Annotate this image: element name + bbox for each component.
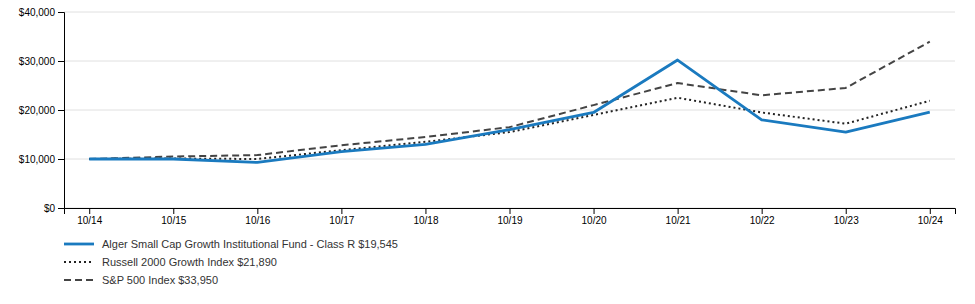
x-tick: 10/23 [834,208,859,226]
x-tick-label: 10/21 [666,215,691,226]
x-tick-label: 10/24 [918,215,943,226]
legend-swatch [64,261,94,263]
y-tick-label: $30,000 [19,56,56,67]
x-tick: 10/17 [329,208,354,226]
x-tick-label: 10/17 [329,215,354,226]
grid-line [64,12,955,13]
x-tick-mark [257,208,258,214]
y-axis: $0 $10,000 $20,000 $30,000 $40,000 [19,7,65,214]
x-tick-label: 10/14 [77,215,102,226]
legend-label: Russell 2000 Growth Index $21,890 [102,256,277,268]
chart: 10/14 10/15 10/16 10/17 10/18 10/19 10/20 10/21… [0,0,975,304]
y-tick-label: $40,000 [19,7,56,18]
legend-item: Alger Small Cap Growth Institutional Fun… [64,238,398,250]
x-tick-mark [341,208,342,214]
x-tick-label: 10/19 [497,215,522,226]
x-tick-mark [173,208,174,214]
series-line [89,42,930,159]
plot-area: 10/14 10/15 10/16 10/17 10/18 10/19 10/20 10/21… [19,7,956,226]
x-tick: 10/21 [666,208,691,226]
legend-label: Alger Small Cap Growth Institutional Fun… [102,238,398,250]
x-tick-mark [930,208,931,214]
x-axis: 10/14 10/15 10/16 10/17 10/18 10/19 10/20 10/21… [65,208,956,226]
x-tick-mark [89,208,90,214]
legend-item: Russell 2000 Growth Index $21,890 [64,256,277,268]
grid-line [64,110,955,111]
x-tick-mark [510,208,511,214]
x-tick: 10/16 [245,208,270,226]
y-tick-label: $10,000 [19,154,56,165]
x-tick: 10/18 [413,208,438,226]
y-tick-mark [58,61,64,62]
x-tick-label: 10/18 [413,215,438,226]
x-tick-label: 10/20 [582,215,607,226]
x-tick-mark [846,208,847,214]
legend-swatch [64,243,94,246]
x-tick-label: 10/16 [245,215,270,226]
y-tick-mark [58,208,64,209]
x-tick: 10/20 [582,208,607,226]
x-tick-label: 10/22 [750,215,775,226]
series-line [89,60,930,162]
legend-swatch [64,279,94,281]
x-tick: 10/22 [750,208,775,226]
x-tick-mark [594,208,595,214]
y-tick-label: $0 [44,203,56,214]
x-tick-label: 10/15 [161,215,186,226]
y-tick-mark [58,159,64,160]
lines [89,42,930,163]
legend-label: S&P 500 Index $33,950 [102,274,218,286]
x-tick-label: 10/23 [834,215,859,226]
y-tick: $30,000 [19,56,64,67]
x-tick-mark [678,208,679,214]
legend-item: S&P 500 Index $33,950 [64,274,218,286]
x-tick: 10/19 [497,208,522,226]
y-axis-line [58,13,65,209]
x-tick: 10/15 [161,208,186,226]
grid [64,12,955,208]
y-tick-mark [58,110,64,111]
y-tick: $10,000 [19,154,64,165]
y-tick-mark [58,12,64,13]
x-tick: 10/24 [918,208,943,226]
x-tick-mark [762,208,763,214]
x-tick-mark [425,208,426,214]
x-axis-line [65,209,956,215]
legend: Alger Small Cap Growth Institutional Fun… [64,238,398,286]
x-tick: 10/14 [77,208,102,226]
grid-line [64,61,955,62]
y-tick: $40,000 [19,7,64,18]
y-tick-label: $20,000 [19,105,56,116]
y-tick: $0 [44,203,64,214]
y-tick: $20,000 [19,105,64,116]
